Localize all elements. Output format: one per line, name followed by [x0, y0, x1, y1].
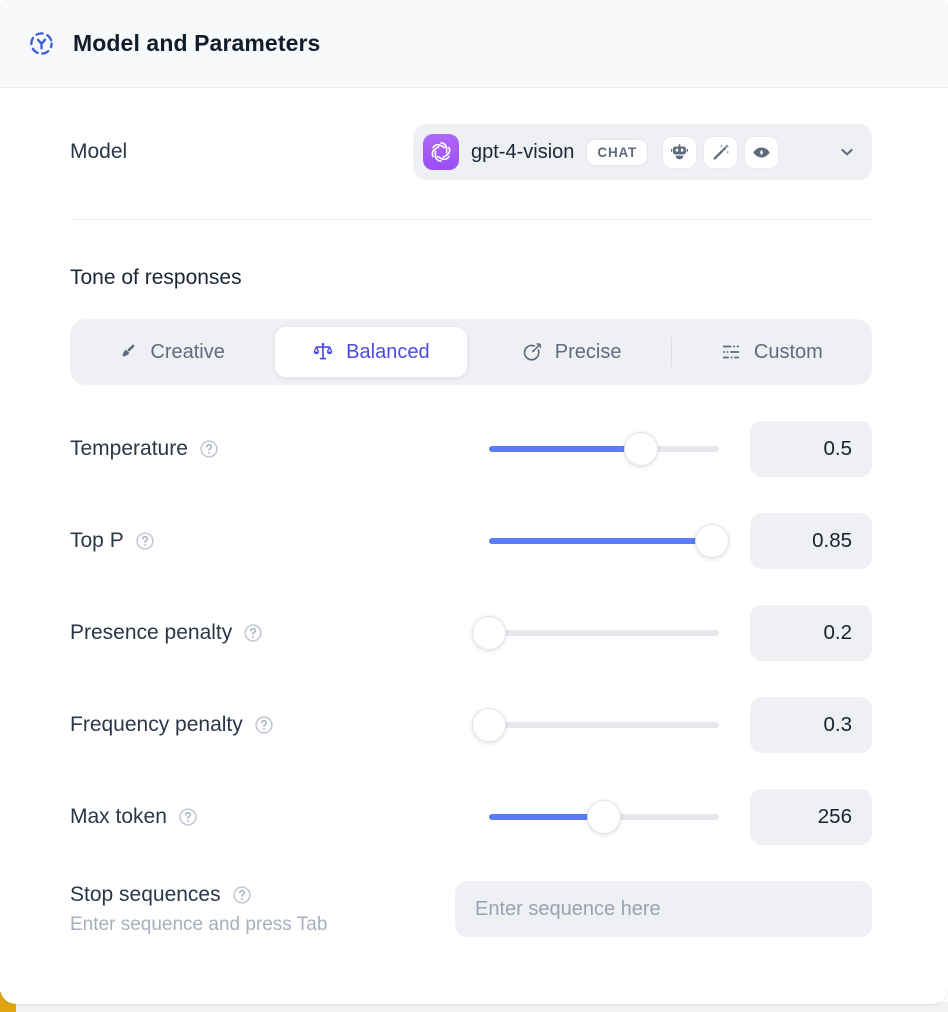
selected-model-name: gpt-4-vision: [471, 140, 575, 163]
parameter-row-presence-penalty: Presence penalty 0.2: [70, 605, 872, 661]
parameter-label: Frequency penalty: [70, 713, 243, 736]
parameter-row-top-p: Top P 0.85: [70, 513, 872, 569]
temperature-slider[interactable]: [489, 432, 719, 466]
openai-logo: [423, 134, 459, 170]
parameter-label: Top P: [70, 529, 124, 552]
slider-track[interactable]: [489, 722, 719, 728]
stop-sequence-placeholder: Enter sequence here: [475, 897, 661, 920]
tone-option-creative[interactable]: Creative: [75, 326, 266, 378]
page-background-strip: [0, 1002, 948, 1012]
slider-track[interactable]: [489, 630, 719, 636]
stop-sequences-row: Stop sequences Enter sequence and press …: [70, 881, 872, 937]
slider-thumb[interactable]: [472, 616, 506, 650]
magic-wand-icon: [703, 135, 739, 169]
slider-thumb[interactable]: [472, 708, 506, 742]
section-divider: [70, 219, 872, 220]
ai-field-icon: [28, 30, 55, 57]
stop-sequence-input[interactable]: Enter sequence here: [455, 881, 872, 937]
help-icon[interactable]: [177, 806, 199, 828]
presence-penalty-value[interactable]: 0.2: [750, 605, 872, 661]
model-select-dropdown[interactable]: gpt-4-vision CHAT: [413, 124, 872, 180]
temperature-value[interactable]: 0.5: [750, 421, 872, 477]
chevron-down-icon[interactable]: [836, 141, 858, 163]
parameter-row-frequency-penalty: Frequency penalty 0.3: [70, 697, 872, 753]
model-label: Model: [70, 140, 128, 163]
help-icon[interactable]: [253, 714, 275, 736]
scales-icon: [312, 341, 334, 363]
model-capability-badges: [662, 135, 780, 169]
slider-fill: [489, 446, 641, 452]
paintbrush-icon: [116, 341, 138, 363]
target-dart-icon: [521, 341, 543, 363]
slider-fill: [489, 538, 713, 544]
presence-penalty-slider[interactable]: [472, 616, 719, 650]
top-p-slider[interactable]: [489, 524, 730, 558]
parameter-label: Max token: [70, 805, 167, 828]
slider-thumb[interactable]: [587, 800, 621, 834]
stop-sequences-label: Stop sequences: [70, 883, 221, 906]
max-token-value[interactable]: 256: [750, 789, 872, 845]
tone-heading: Tone of responses: [70, 266, 242, 289]
tone-option-label: Precise: [554, 340, 622, 363]
parameter-label: Presence penalty: [70, 621, 233, 644]
model-type-badge: CHAT: [586, 138, 649, 166]
tone-option-label: Custom: [753, 340, 823, 363]
parameter-row-max-token: Max token 256: [70, 789, 872, 845]
max-token-slider[interactable]: [489, 800, 719, 834]
model-row: Model gpt-4-vision CHAT: [70, 124, 872, 180]
vision-eye-icon: [744, 135, 780, 169]
parameter-label: Temperature: [70, 437, 188, 460]
slider-thumb[interactable]: [623, 432, 658, 466]
tone-option-label: Creative: [150, 340, 225, 363]
top-p-value[interactable]: 0.85: [750, 513, 872, 569]
parameter-row-temperature: Temperature 0.5: [70, 421, 872, 477]
help-icon[interactable]: [231, 884, 253, 906]
tone-option-balanced[interactable]: Balanced: [274, 326, 468, 378]
tone-option-precise[interactable]: Precise: [476, 326, 667, 378]
help-icon[interactable]: [242, 622, 264, 644]
sliders-icon: [720, 341, 742, 363]
slider-fill: [489, 814, 604, 820]
frequency-penalty-slider[interactable]: [472, 708, 719, 742]
frequency-penalty-value[interactable]: 0.3: [750, 697, 872, 753]
bot-icon: [662, 135, 698, 169]
panel-title: Model and Parameters: [73, 30, 321, 56]
help-icon[interactable]: [198, 438, 220, 460]
slider-thumb[interactable]: [695, 524, 730, 558]
tone-segmented-control: Creative Balanced: [70, 319, 872, 385]
tone-option-custom[interactable]: Custom: [676, 326, 867, 378]
panel-header: Model and Parameters: [0, 0, 948, 88]
stop-sequences-hint: Enter sequence and press Tab: [70, 914, 328, 935]
help-icon[interactable]: [134, 530, 156, 552]
segment-divider: [670, 337, 672, 367]
tone-option-label: Balanced: [346, 340, 430, 363]
